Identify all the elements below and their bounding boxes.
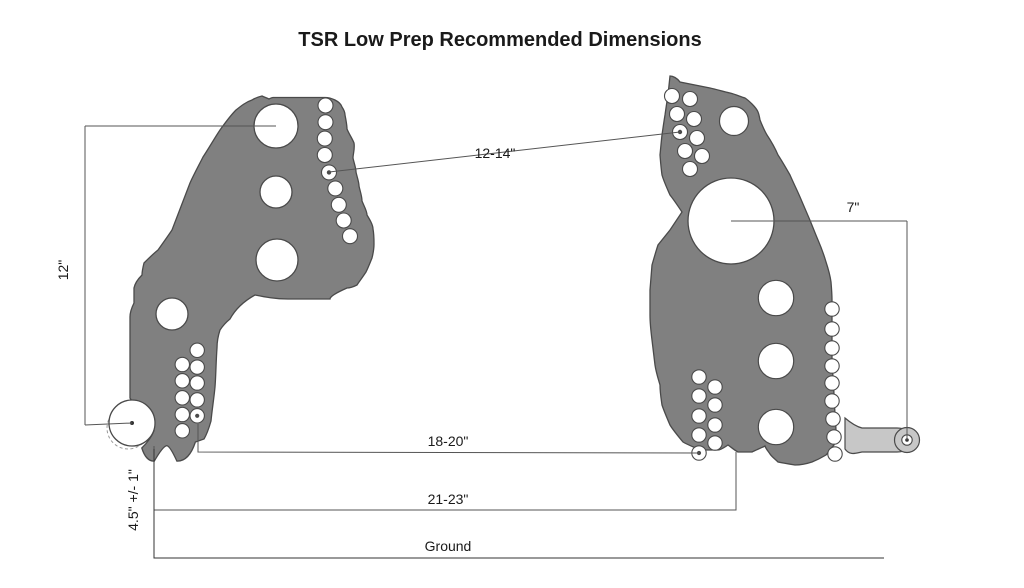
svg-text:4.5" +/- 1": 4.5" +/- 1" — [125, 469, 141, 531]
svg-text:12-14": 12-14" — [475, 145, 516, 161]
svg-text:7": 7" — [847, 199, 860, 215]
svg-text:21-23": 21-23" — [428, 491, 469, 507]
svg-text:18-20": 18-20" — [428, 433, 469, 449]
svg-text:Ground: Ground — [425, 538, 472, 554]
svg-text:12": 12" — [55, 260, 71, 281]
svg-text:TSR Low Prep Recommended Dimen: TSR Low Prep Recommended Dimensions — [298, 29, 701, 51]
